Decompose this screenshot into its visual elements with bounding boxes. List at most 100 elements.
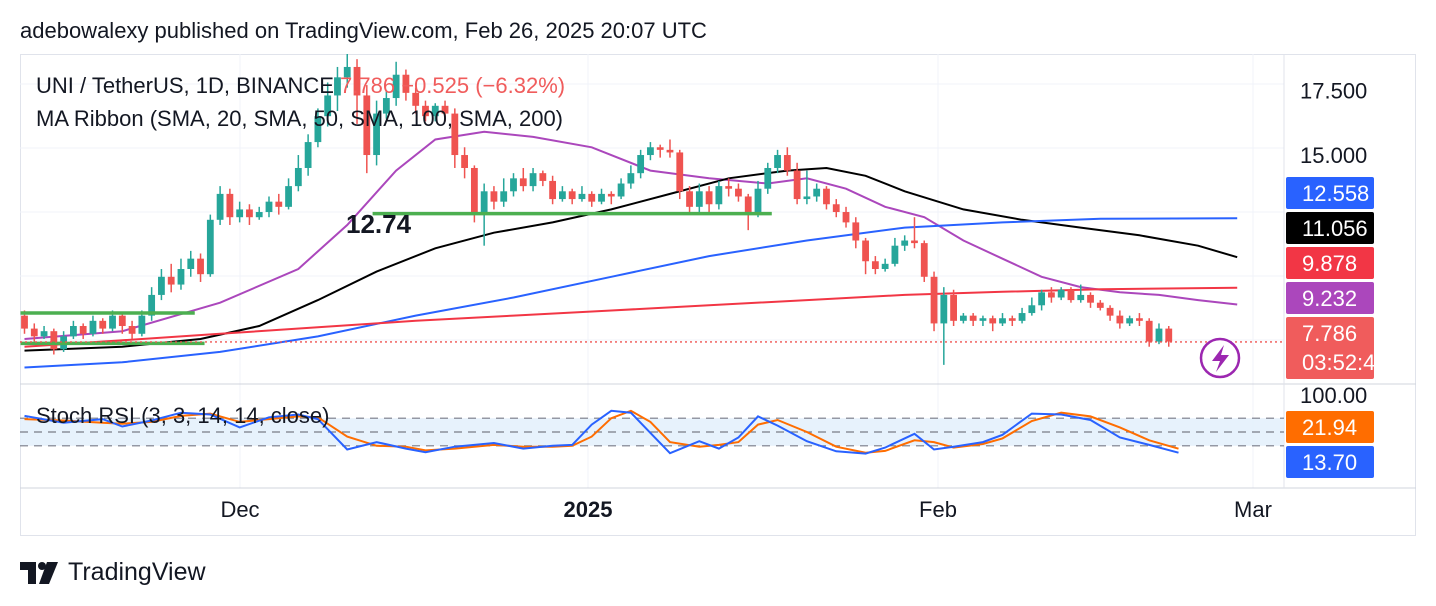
candle-body <box>1038 292 1046 306</box>
candle-body <box>343 66 351 78</box>
price-countdown: 03:52:47 <box>1302 350 1388 375</box>
candle-body <box>735 188 742 197</box>
candle-body <box>431 105 439 117</box>
candle-body <box>959 315 967 321</box>
tradingview-logo-icon <box>20 561 58 584</box>
candle-body <box>79 326 87 334</box>
price-label-bg-3 <box>1286 282 1374 314</box>
price-label-bg-2 <box>1286 247 1374 279</box>
candle-body <box>392 74 400 99</box>
candle-body <box>363 95 371 156</box>
time-tick-label: Feb <box>919 497 957 522</box>
stoch-tick-label: 100.00 <box>1300 383 1367 408</box>
candle-body <box>128 326 136 334</box>
candle-body <box>637 155 645 174</box>
stoch-label-bg-0 <box>1286 411 1374 443</box>
candle-body <box>1096 302 1104 308</box>
symbol-legend[interactable]: UNI / TetherUS, 1D, BINANCE 7.786 −0.525… <box>36 73 565 99</box>
candle-body <box>627 173 635 184</box>
candle-body <box>255 212 263 218</box>
candle-body <box>901 240 909 246</box>
time-tick-label: 2025 <box>564 497 613 522</box>
brand-name: TradingView <box>68 558 206 586</box>
candle-body <box>920 243 928 277</box>
candle-body <box>588 193 596 202</box>
candle-body <box>461 155 468 168</box>
candle-body <box>216 193 224 220</box>
candle-body <box>373 113 380 156</box>
candle-body <box>1116 315 1124 324</box>
price-label-bg-1 <box>1286 212 1374 244</box>
price-label-value: 7.786 <box>1302 321 1357 346</box>
ma-line-sma-200 <box>24 286 1238 348</box>
candle-body <box>725 186 733 189</box>
stoch-d-line <box>24 409 1179 454</box>
price-label-bg-0 <box>1286 177 1374 209</box>
candle-body <box>138 315 146 334</box>
candle-body <box>1136 318 1143 321</box>
candle-body <box>862 240 869 262</box>
candle-body <box>715 186 723 205</box>
candle-body <box>813 188 821 197</box>
candle-body <box>881 263 889 270</box>
candle-body <box>510 178 517 192</box>
candle-body <box>852 222 860 241</box>
candle-body <box>911 240 918 244</box>
candle-body <box>695 191 703 207</box>
candle-body <box>1067 289 1075 301</box>
candle-body <box>549 180 557 200</box>
ma-line-sma-100 <box>24 217 1238 369</box>
candle-body <box>666 149 674 153</box>
tradingview-brand[interactable]: TradingView <box>20 558 206 587</box>
candle-body <box>480 191 488 215</box>
stoch-label-value: 13.70 <box>1302 450 1357 475</box>
stoch-rsi-legend[interactable]: Stoch RSI (3, 3, 14, 14, close) <box>36 403 330 428</box>
symbol-name: UNI / TetherUS, 1D, BINANCE <box>36 73 334 98</box>
time-tick-label: Mar <box>1234 497 1272 522</box>
candle-body <box>148 294 156 316</box>
stoch-label-value: 21.94 <box>1302 415 1357 440</box>
price-tick-label: 17.500 <box>1300 78 1367 103</box>
candle-body <box>1087 294 1094 303</box>
candle-body <box>979 318 987 321</box>
candle-body <box>871 261 879 270</box>
candle-body <box>529 173 537 187</box>
price-label-value: 12.558 <box>1302 181 1369 206</box>
candle-body <box>177 269 185 285</box>
candle-body <box>1155 328 1163 342</box>
candle-body <box>823 188 830 205</box>
price-label-value: 9.878 <box>1302 251 1357 276</box>
price-change: −0.525 (−6.32%) <box>401 73 566 98</box>
candle-body <box>158 276 165 295</box>
candle-body <box>236 209 244 218</box>
candle-body <box>607 193 615 197</box>
candle-body <box>490 191 498 202</box>
candle-body <box>617 183 625 197</box>
candle-body <box>950 294 957 321</box>
candle-body <box>783 155 791 171</box>
candle-body <box>451 113 459 156</box>
candle-body <box>441 105 449 114</box>
candle-body <box>89 320 97 334</box>
candle-body <box>744 196 752 215</box>
candle-body <box>275 201 283 207</box>
support-annotation: 12.74 <box>346 209 412 239</box>
candle-body <box>1106 307 1114 316</box>
candle-body <box>353 66 361 96</box>
price-tick-label: 15.000 <box>1300 143 1367 168</box>
candle-body <box>246 209 253 218</box>
candle-body <box>50 331 58 350</box>
candle-body <box>1077 294 1085 301</box>
candle-body <box>197 258 204 275</box>
candle-body <box>324 95 332 117</box>
candle-body <box>559 191 566 200</box>
ma-ribbon-legend[interactable]: MA Ribbon (SMA, 20, SMA, 50, SMA, 100, S… <box>36 106 564 131</box>
price-label-bg-4 <box>1286 317 1374 379</box>
candle-body <box>382 98 390 114</box>
chart-frame <box>20 54 1416 536</box>
candle-body <box>656 147 664 150</box>
candle-body <box>30 328 38 337</box>
candle-body <box>206 219 214 275</box>
candle-body <box>705 191 713 205</box>
